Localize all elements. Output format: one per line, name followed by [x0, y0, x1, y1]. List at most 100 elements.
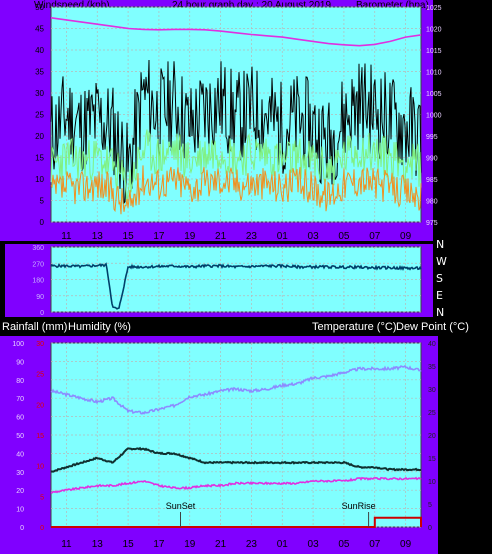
- wind-x-tick: 21: [215, 231, 227, 242]
- direction-y-tick: 90: [36, 294, 44, 301]
- temp-x-tick: 19: [184, 539, 196, 550]
- temperature-y-tick: 10: [428, 479, 436, 486]
- barometer-y-tick: 990: [426, 156, 438, 163]
- barometer-y-tick: 1005: [426, 91, 442, 98]
- humidity-series-line: [50, 364, 422, 415]
- wind-y-tick: 30: [35, 89, 44, 98]
- rainfall-y-tick: 5: [40, 494, 44, 501]
- temperature-y-tick: 30: [428, 387, 436, 394]
- rainfall-y-tick: 15: [36, 433, 44, 440]
- rainfall-y-tick: 30: [36, 341, 44, 348]
- compass-letter: W: [436, 255, 447, 268]
- temperature-y-tick: 40: [428, 341, 436, 348]
- temp-x-tick: 05: [338, 539, 350, 550]
- barometer-y-tick: 1025: [426, 5, 442, 12]
- humidity-y-tick: 90: [16, 359, 24, 366]
- humidity-label: Humidity (%): [68, 321, 131, 333]
- temp-x-tick: 11: [61, 539, 72, 550]
- temperature-series-line: [50, 446, 421, 473]
- rainfall-y-tick: 0: [40, 525, 44, 532]
- temp-x-tick: 01: [277, 539, 289, 550]
- direction-y-tick: 270: [32, 261, 44, 268]
- barometer-y-tick: 995: [426, 134, 438, 141]
- wind-y-tick: 10: [35, 175, 44, 184]
- wind-y-tick: 40: [35, 46, 44, 55]
- humidity-y-tick: 100: [12, 341, 24, 348]
- compass-letter: N: [436, 306, 445, 319]
- barometer-y-tick: 980: [426, 199, 438, 206]
- humidity-y-tick: 0: [20, 525, 24, 532]
- wind-y-tick: 5: [40, 197, 45, 206]
- sunset-label: SunSet: [166, 501, 196, 511]
- barometer-y-tick: 1015: [426, 48, 442, 55]
- humidity-y-tick: 60: [16, 415, 24, 422]
- compass-letter: N: [436, 238, 445, 251]
- wind-x-tick: 07: [369, 231, 381, 242]
- humidity-y-tick: 20: [16, 488, 24, 495]
- temp-x-tick: 09: [400, 539, 412, 550]
- wind-y-tick: 20: [35, 132, 44, 141]
- wind-x-tick: 01: [277, 231, 289, 242]
- wind-x-tick: 11: [61, 231, 72, 242]
- wind-x-tick: 13: [92, 231, 104, 242]
- wind-x-tick: 05: [338, 231, 350, 242]
- temperature-y-tick: 25: [428, 410, 436, 417]
- wind-x-tick: 09: [400, 231, 412, 242]
- humidity-y-tick: 40: [16, 451, 24, 458]
- temperature-label: Temperature (°C): [312, 321, 397, 333]
- wind-direction-line: [50, 262, 422, 310]
- barometer-y-tick: 1000: [426, 113, 442, 120]
- temperature-y-tick: 0: [428, 525, 432, 532]
- temperature-y-tick: 5: [428, 502, 432, 509]
- wind-y-tick: 45: [35, 25, 44, 34]
- temp-x-tick: 13: [92, 539, 104, 550]
- temp-x-tick: 03: [308, 539, 320, 550]
- rainfall-series-line: [51, 516, 422, 528]
- barometer-y-tick: 985: [426, 177, 438, 184]
- gust-series-line: [50, 59, 422, 205]
- temperature-y-tick: 35: [428, 364, 436, 371]
- temp-x-tick: 17: [153, 539, 165, 550]
- wind-y-tick: 0: [40, 218, 45, 227]
- temp-x-tick: 21: [215, 539, 227, 550]
- sunrise-label: SunRise: [342, 501, 376, 511]
- wind-y-tick: 35: [35, 68, 44, 77]
- rainfall-label: Rainfall (mm): [2, 321, 68, 333]
- compass-letter: E: [436, 289, 443, 302]
- temp-x-tick: 23: [246, 539, 258, 550]
- wind-y-tick: 50: [35, 3, 44, 12]
- barometer-y-tick: 1020: [426, 27, 442, 34]
- direction-y-tick: 180: [32, 278, 44, 285]
- humidity-y-tick: 10: [16, 507, 24, 514]
- wind-x-tick: 17: [153, 231, 165, 242]
- temp-x-tick: 15: [123, 539, 135, 550]
- dewpoint-series-line: [50, 476, 422, 494]
- wind-right-label: Barometer (hpa): [356, 0, 429, 11]
- wind-left-label: Windspeed (kph): [34, 0, 110, 11]
- temperature-y-tick: 15: [428, 456, 436, 463]
- wind-x-tick: 19: [184, 231, 196, 242]
- temp-x-tick: 07: [369, 539, 381, 550]
- direction-y-tick: 360: [32, 245, 44, 252]
- wind-y-tick: 25: [35, 111, 44, 120]
- direction-y-tick: 0: [40, 310, 44, 317]
- rainfall-y-tick: 20: [36, 402, 44, 409]
- humidity-y-tick: 80: [16, 378, 24, 385]
- dewpoint-label: Dew Point (°C): [396, 321, 469, 333]
- barometer-y-tick: 975: [426, 220, 438, 227]
- rainfall-y-tick: 10: [36, 464, 44, 471]
- wind-chart-title: 24 hour graph day : 20 August 2019: [172, 0, 332, 11]
- average-series-line: [50, 129, 422, 204]
- humidity-y-tick: 70: [16, 396, 24, 403]
- wind-x-tick: 23: [246, 231, 258, 242]
- lull-series-line: [50, 165, 422, 215]
- wind-x-tick: 03: [308, 231, 320, 242]
- temperature-y-tick: 20: [428, 433, 436, 440]
- wind-x-tick: 15: [123, 231, 135, 242]
- barometer-series-line: [50, 17, 422, 47]
- compass-letter: S: [436, 272, 443, 285]
- humidity-y-tick: 50: [16, 433, 24, 440]
- humidity-y-tick: 30: [16, 470, 24, 477]
- wind-y-tick: 15: [35, 154, 44, 163]
